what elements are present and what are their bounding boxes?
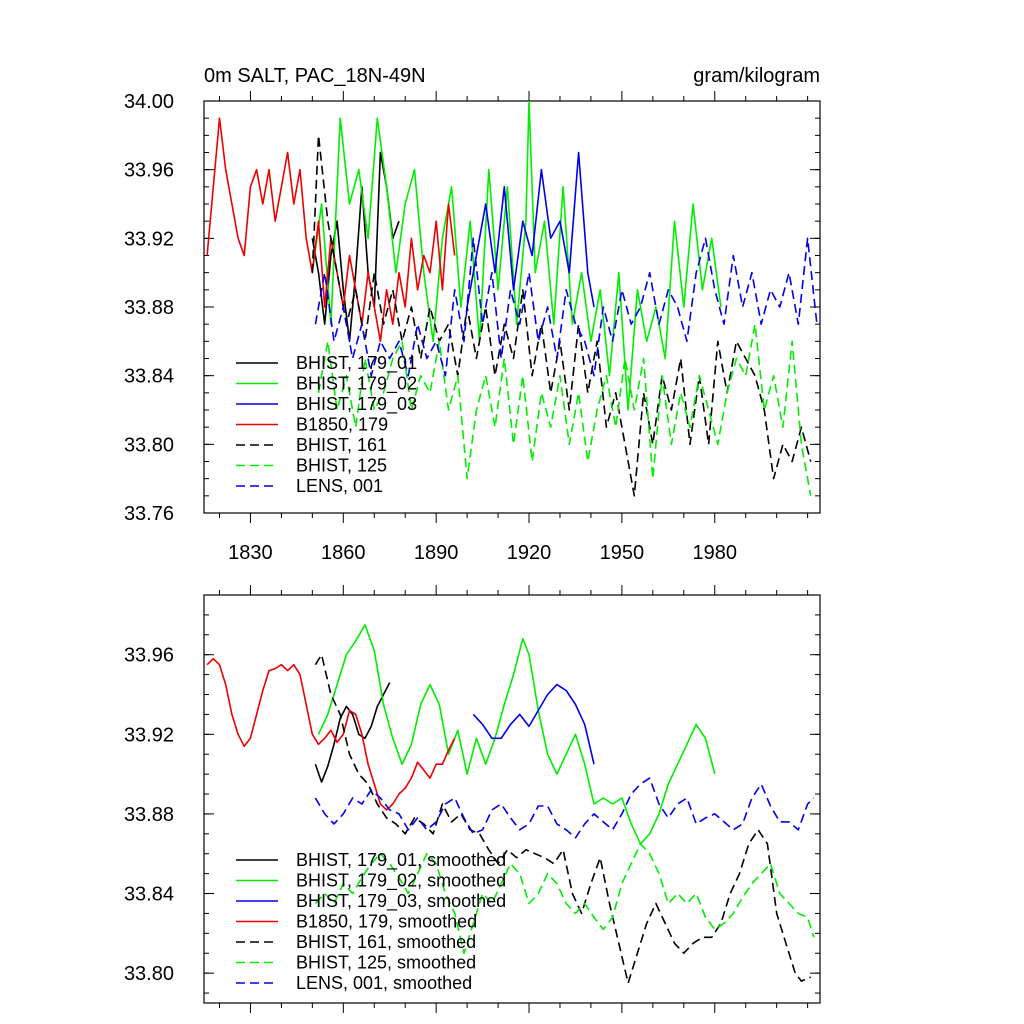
series-line: [314, 237, 818, 377]
chart-units: gram/kilogram: [693, 65, 820, 87]
x-tick-label: 1950: [600, 542, 645, 564]
legend-label: BHIST, 179_02, smoothed: [296, 871, 506, 892]
y-tick-label: 33.84: [124, 884, 174, 906]
y-tick-label: 33.92: [124, 724, 174, 746]
x-tick-label: 1890: [414, 542, 459, 564]
series-line: [314, 842, 815, 955]
y-tick-label: 33.84: [124, 366, 174, 388]
legend-label: BHIST, 179_02: [296, 374, 417, 395]
series-line: [314, 777, 815, 839]
legend-label: B1850, 179, smoothed: [296, 912, 477, 932]
y-tick-label: 33.88: [124, 297, 174, 319]
x-tick-label: 1830: [228, 542, 273, 564]
legend-label: BHIST, 125, smoothed: [296, 953, 476, 973]
series-line: [314, 682, 391, 783]
x-tick-label: 1860: [321, 542, 366, 564]
y-tick-label: 33.80: [124, 963, 174, 985]
series-line: [317, 323, 812, 496]
series-line: [317, 624, 716, 845]
legend-label: BHIST, 179_03, smoothed: [296, 891, 506, 912]
chart-title: 0m SALT, PAC_18N-49N: [204, 65, 426, 87]
plot-frame: [203, 594, 821, 1004]
bottom-panel: 33.80 33.84 33.88 33.92 33.96 BHIST, 179_01, …: [124, 585, 821, 1013]
legend-label: BHIST, 179_01: [296, 353, 417, 374]
series-line: [466, 151, 595, 308]
series-line: [206, 657, 456, 811]
legend-label: BHIST, 161, smoothed: [296, 932, 476, 952]
legend-label: LENS, 001, smoothed: [296, 973, 472, 993]
legend-label: LENS, 001: [296, 476, 383, 496]
x-tick-label: 1920: [507, 542, 552, 564]
y-tick-label: 33.88: [124, 804, 174, 826]
y-tick-label: 33.92: [124, 228, 174, 250]
top-panel: 33.76 33.80 33.84 33.88 33.92 33.96 34.00 1830 1…: [124, 91, 821, 564]
y-tick-label: 33.80: [124, 434, 174, 456]
y-tick-label: 33.96: [124, 160, 174, 182]
x-tick-label: 1980: [693, 542, 738, 564]
y-tick-label: 33.76: [124, 503, 174, 525]
series-line: [311, 101, 722, 411]
series-line: [314, 653, 812, 984]
series-group: [206, 624, 815, 984]
legend-label: BHIST, 125: [296, 456, 387, 476]
series-group: [206, 101, 818, 497]
legend-label: BHIST, 161: [296, 435, 387, 455]
legend-label: B1850, 179: [296, 415, 388, 435]
series-line: [472, 683, 595, 765]
legend-label: BHIST, 179_03: [296, 394, 417, 415]
y-tick-label: 34.00: [124, 91, 174, 113]
y-tick-label: 33.96: [124, 645, 174, 667]
legend-label: BHIST, 179_01, smoothed: [296, 850, 506, 871]
